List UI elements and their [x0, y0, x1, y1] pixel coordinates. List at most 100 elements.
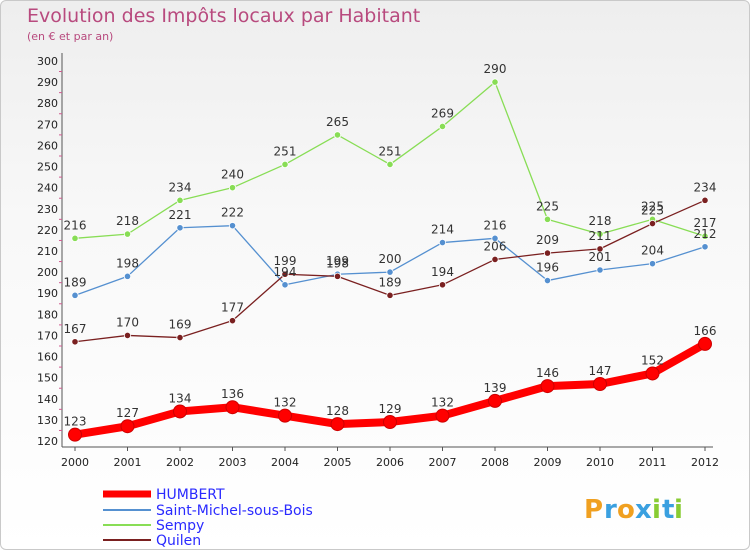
data-label: 214 [431, 223, 454, 237]
data-label: 189 [379, 275, 402, 289]
x-tick-label: 2001 [114, 456, 142, 469]
data-point [71, 234, 79, 242]
y-tick-label: 140 [37, 393, 58, 406]
data-point [596, 230, 604, 238]
x-tick-label: 2003 [219, 456, 247, 469]
data-label: 216 [64, 218, 87, 232]
data-label: 199 [326, 254, 349, 268]
series-quilen [71, 196, 709, 346]
x-tick-label: 2011 [639, 456, 667, 469]
data-point [120, 419, 135, 434]
data-point [281, 270, 289, 278]
data-label: 152 [641, 353, 664, 367]
data-point [281, 160, 289, 169]
data-label: 201 [589, 250, 612, 264]
logo-letter: i [674, 495, 683, 525]
x-tick-label: 2004 [271, 456, 299, 469]
data-label: 290 [484, 62, 507, 76]
data-point [330, 417, 345, 432]
logo-letter: t [662, 495, 674, 525]
data-labels: 216 218 234 240 251 265 251 269 290 225 218 225 217 [64, 62, 717, 232]
data-label: 218 [116, 214, 139, 228]
data-label: 123 [64, 415, 87, 429]
data-label: 200 [379, 252, 402, 266]
x-tick-label: 2010 [586, 456, 614, 469]
data-point [698, 336, 712, 351]
data-label: 194 [431, 265, 454, 279]
data-label: 204 [641, 244, 664, 258]
data-point [648, 219, 657, 228]
data-point [386, 291, 394, 299]
data-point [438, 122, 447, 131]
x-tick-label: 2012 [691, 456, 719, 469]
logo-letter: P [584, 495, 603, 525]
data-point [176, 333, 184, 342]
data-point [435, 408, 450, 423]
y-tick-label: 160 [37, 351, 58, 364]
y-tick-label: 260 [37, 139, 58, 152]
data-label: 177 [221, 301, 244, 315]
y-tick-label: 290 [37, 76, 58, 89]
data-label: 225 [641, 199, 664, 213]
y-tick-label: 220 [37, 224, 58, 237]
data-label: 216 [484, 218, 507, 232]
chart-subtitle: (en € et par an) [27, 30, 114, 43]
y-tick-label: 250 [37, 161, 58, 174]
data-point [488, 393, 502, 408]
data-point [701, 232, 709, 240]
data-point [228, 184, 237, 192]
data-label: 167 [64, 322, 87, 336]
y-tick-label: 170 [37, 329, 58, 342]
y-tick-label: 270 [37, 118, 58, 131]
legend-label: Sempy [156, 518, 204, 534]
data-point [593, 377, 607, 391]
series-saint-michel-sous-bois [71, 222, 709, 299]
data-label: 132 [431, 396, 454, 410]
data-label: 222 [221, 206, 244, 220]
y-tick-label: 300 [37, 55, 58, 68]
data-label: 199 [274, 254, 297, 268]
data-label: 194 [274, 265, 297, 279]
data-point [438, 281, 447, 289]
data-label: 217 [694, 216, 717, 230]
data-label: 136 [221, 387, 244, 401]
series-humbert [68, 336, 712, 442]
legend-label: Quilen [156, 533, 201, 549]
x-tick-label: 2006 [376, 456, 404, 469]
data-label: 196 [536, 261, 559, 275]
legend-entry: HUMBERT [103, 487, 225, 503]
legend-entry: Saint-Michel-sous-Bois [103, 503, 313, 519]
logo-letter: i [652, 495, 661, 525]
data-label: 198 [116, 256, 139, 270]
logo-letter: x [635, 495, 652, 525]
y-tick-label: 200 [37, 266, 58, 279]
x-tick-label: 2000 [61, 456, 89, 469]
data-point [228, 222, 237, 230]
logo-letter: r [604, 495, 617, 525]
data-point [540, 379, 555, 394]
data-label: 234 [169, 180, 192, 194]
data-point [123, 331, 132, 340]
data-point [383, 415, 397, 429]
data-point [71, 338, 79, 346]
data-point [333, 272, 342, 280]
data-point [491, 78, 499, 86]
y-tick-label: 230 [37, 203, 58, 216]
series-sempy [71, 78, 709, 242]
data-point [176, 196, 184, 204]
x-tick-label: 2007 [429, 456, 457, 469]
legend-label: Saint-Michel-sous-Bois [156, 503, 313, 519]
data-label: 134 [169, 391, 192, 405]
data-point [648, 260, 657, 268]
x-tick-label: 2002 [166, 456, 194, 469]
data-point [71, 291, 79, 299]
x-tick-label: 2009 [534, 456, 562, 469]
data-point [596, 245, 604, 253]
y-tick-label: 130 [37, 414, 58, 427]
data-point [438, 238, 447, 247]
data-label: 129 [379, 402, 402, 416]
data-point [543, 215, 552, 223]
data-point [386, 160, 394, 169]
